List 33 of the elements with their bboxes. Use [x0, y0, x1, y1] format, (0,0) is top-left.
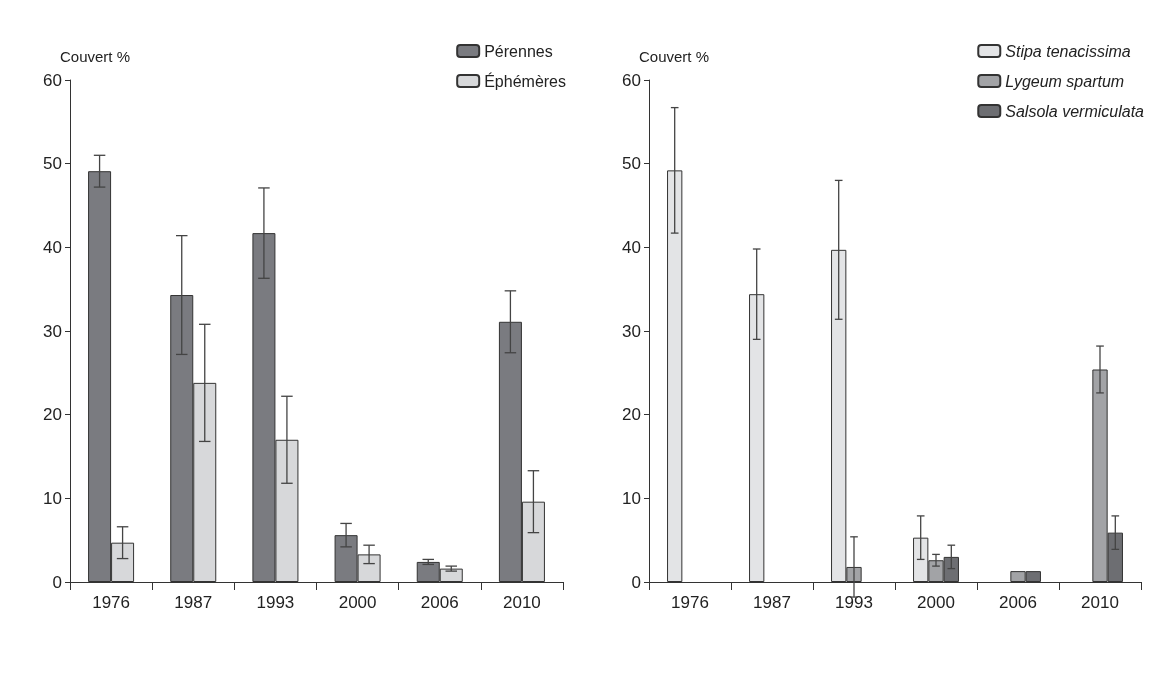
x-tick-label: 2006 — [420, 593, 459, 612]
x-tick-label: 1993 — [835, 593, 873, 612]
x-tick-label: 1976 — [671, 593, 709, 612]
legend-label: Éphémères — [484, 71, 567, 90]
y-tick-label: 40 — [43, 237, 62, 257]
x-tick-label: 2000 — [917, 593, 955, 612]
legend-label: Pérennes — [484, 42, 553, 60]
x-tick-label: 2010 — [503, 593, 541, 612]
x-tick-label: 1987 — [753, 593, 791, 612]
legend-label: Stipa tenacissima — [1005, 42, 1131, 60]
x-tick-label: 2010 — [1081, 593, 1119, 612]
x-tick-label: 1987 — [174, 593, 213, 612]
x-tick-label: 1976 — [92, 593, 130, 612]
y-tick-label: 0 — [52, 572, 62, 592]
legend-label: Lygeum spartum — [1005, 72, 1125, 90]
legend-label: Salsola vermiculata — [1005, 102, 1145, 120]
x-tick-label: 2000 — [338, 593, 377, 612]
y-tick-label: 30 — [43, 321, 62, 341]
y-tick-label: 50 — [622, 154, 641, 174]
y-tick-label: 40 — [622, 237, 641, 257]
y-tick-label: 60 — [43, 70, 62, 90]
y-tick-label: 0 — [631, 572, 641, 592]
x-tick-label: 2006 — [999, 593, 1037, 612]
x-tick-label: 1993 — [256, 593, 295, 612]
y-axis-title: Couvert % — [639, 48, 710, 65]
y-tick-label: 10 — [43, 488, 62, 508]
y-tick-label: 20 — [622, 405, 641, 425]
y-tick-label: 60 — [622, 70, 641, 90]
y-tick-label: 50 — [43, 154, 62, 174]
y-axis-title: Couvert % — [60, 48, 131, 65]
y-tick-label: 20 — [43, 405, 62, 425]
y-tick-label: 30 — [622, 321, 641, 341]
y-tick-label: 10 — [622, 488, 641, 508]
